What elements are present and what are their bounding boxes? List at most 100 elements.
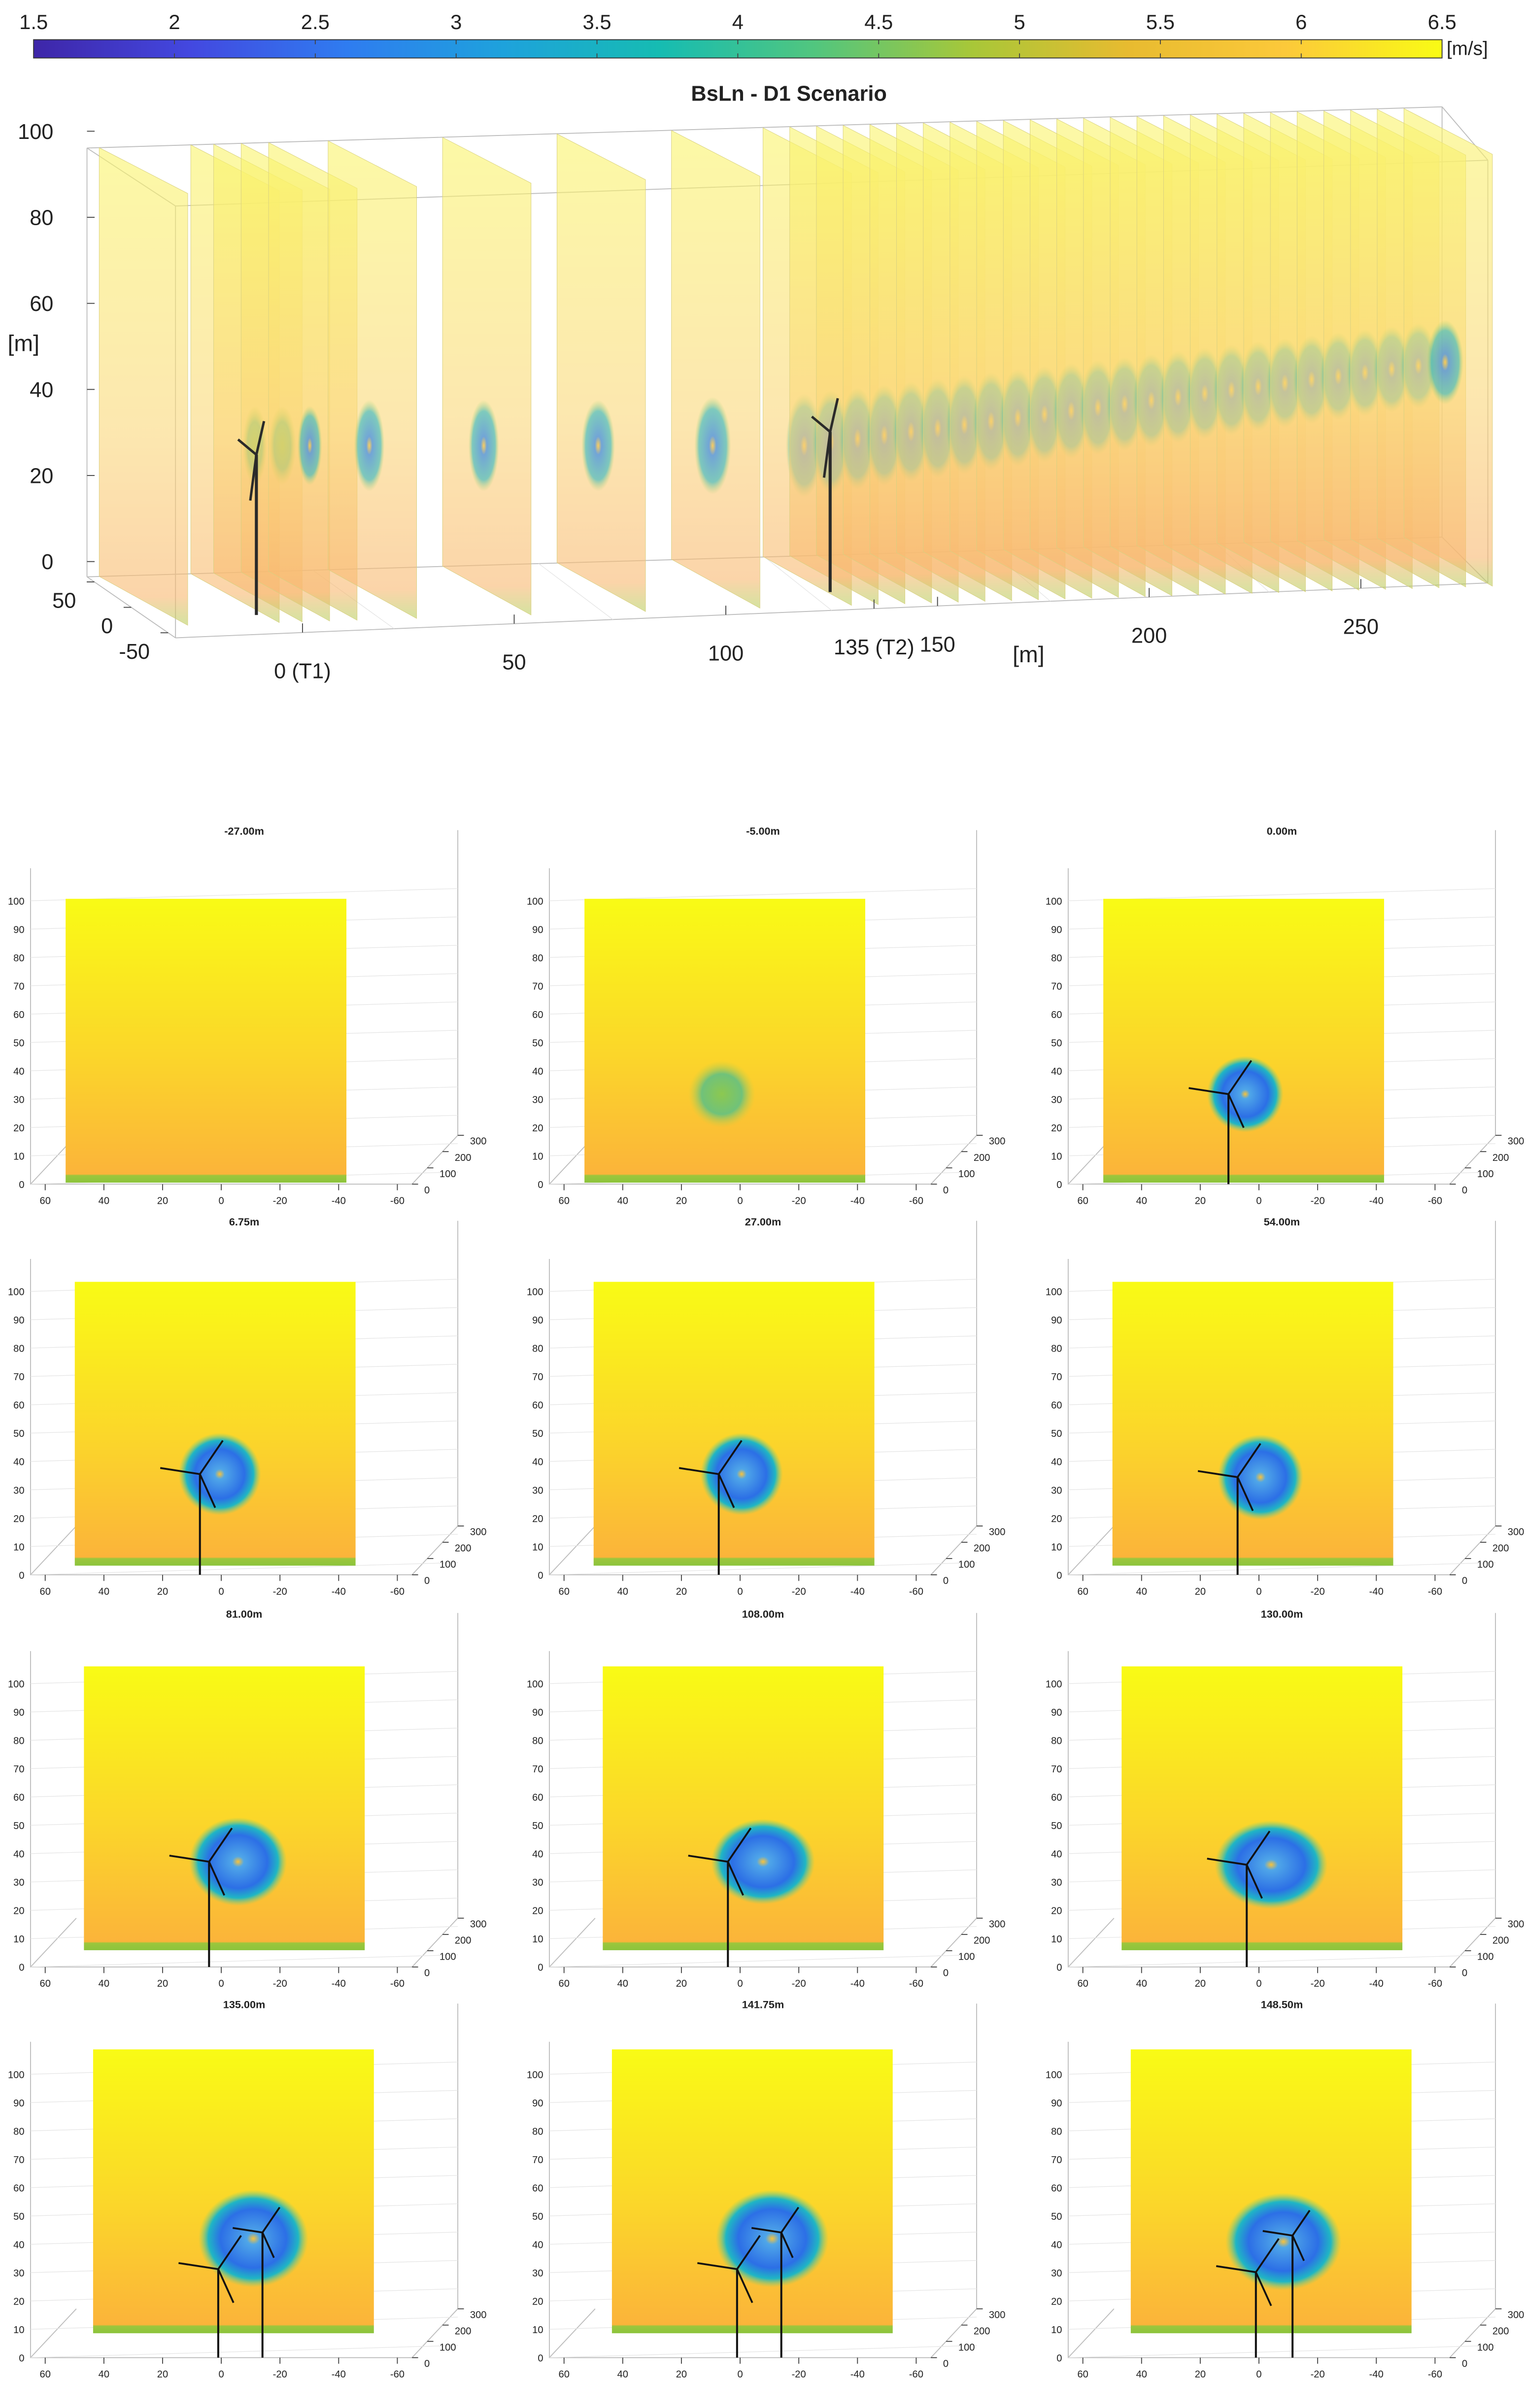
depth-tick-label: 300 (1508, 1136, 1525, 1147)
x-tick-label: -60 (909, 1978, 923, 1989)
z-tick-label: 0 (538, 2353, 543, 2364)
z-tick-label: 10 (13, 1542, 24, 1553)
z-tick-label: 70 (1051, 1372, 1062, 1383)
x-tick-label: -60 (909, 1196, 923, 1207)
velocity-slice (74, 1282, 356, 1566)
x-tick-label: 40 (99, 2369, 109, 2380)
z-tick-label: 90 (13, 1707, 24, 1718)
colorbar-tick-label: 6.5 (1428, 10, 1457, 34)
wake (297, 406, 322, 485)
x-tick-label: 20 (676, 1586, 687, 1597)
depth-tick-label: 300 (989, 1136, 1006, 1147)
x-tick-label: -20 (792, 1978, 806, 1989)
x-tick-label: 20 (157, 2369, 168, 2380)
turbine-blade (1291, 2209, 1311, 2237)
turbine-blade (822, 432, 832, 478)
x-tick-label: 60 (1077, 2369, 1088, 2380)
z-tick-label: 50 (13, 1428, 24, 1439)
grid-line (30, 2345, 458, 2358)
wake (354, 400, 385, 492)
grid-line (1068, 888, 1496, 901)
wake (468, 400, 499, 492)
x-tick-label: 40 (617, 2369, 628, 2380)
depth-tick-label: 0 (424, 1185, 430, 1196)
slice-plane (556, 134, 646, 612)
x-tick-label: 0 (218, 1196, 224, 1207)
z-tick-label: 40 (1051, 2239, 1062, 2250)
z-tick-label: 50 (13, 1038, 24, 1049)
x-tick-label: 40 (99, 1978, 109, 1989)
x-tick-label: 0 (218, 1586, 224, 1597)
z-tick-label: 90 (1051, 1315, 1062, 1326)
z-tick-label: 60 (532, 2183, 543, 2194)
z-tick-label: 100 (527, 896, 543, 907)
z-tick-label: 100 (1046, 1679, 1062, 1690)
turbine-blade (1246, 1831, 1271, 1865)
depth-tick-label: 0 (101, 614, 113, 638)
depth-tick-label: 100 (440, 2342, 456, 2353)
turbine-blade (736, 2269, 753, 2304)
turbine-blade (199, 1440, 224, 1475)
z-tick-label: 50 (13, 1821, 24, 1831)
z-tick-label: 10 (1051, 1934, 1062, 1945)
depth-tick-label: 0 (943, 1576, 949, 1587)
subplot-title: 135.00m (223, 1999, 266, 2011)
z-tick-label: 90 (532, 1315, 543, 1326)
z-tick-label: 70 (13, 1372, 24, 1383)
x-tick-label: 100 (708, 642, 744, 666)
velocity-slice (84, 1666, 365, 1950)
main-title: BsLn - D1 Scenario (691, 82, 886, 105)
z-tick-label: 10 (13, 2325, 24, 2336)
colorbar-unit: [m/s] (1447, 38, 1488, 59)
wake (1426, 320, 1464, 405)
z-tick-label: 30 (13, 1485, 24, 1496)
x-tick-label: 60 (40, 1586, 51, 1597)
x-tick-label: 0 (737, 1586, 743, 1597)
turbine-blade (178, 2262, 219, 2271)
z-tick-label: 30 (532, 1485, 543, 1496)
z-tick-label: 20 (13, 2297, 24, 2307)
x-tick-label: 40 (617, 1978, 628, 1989)
x-tick-label: 40 (1136, 1196, 1147, 1207)
floor-grid (538, 563, 613, 620)
x-tick-label: 200 (1131, 624, 1167, 648)
z-tick-label: 90 (532, 2098, 543, 2109)
z-tick-label: 0 (19, 1570, 24, 1581)
z-tick-label: 80 (532, 1736, 543, 1747)
depth-tick-label: 200 (1492, 1935, 1509, 1946)
z-tick-label: 80 (532, 2126, 543, 2137)
z-tick-label: 0 (19, 2353, 24, 2364)
z-tick-label: 10 (532, 1151, 543, 1162)
z-tick-label: 0 (538, 1180, 543, 1190)
z-tick-label: 60 (532, 1400, 543, 1411)
z-tick-label: 80 (532, 1344, 543, 1355)
turbine-blade (1236, 1477, 1254, 1511)
depth-tick-label: 300 (989, 2309, 1006, 2320)
z-tick-label: 60 (532, 1793, 543, 1803)
depth-tick-label: 200 (455, 1935, 472, 1946)
wake (700, 1433, 783, 1516)
x-tick-label: -60 (909, 1586, 923, 1597)
x-tick-label: -60 (390, 1196, 405, 1207)
z-tick-label: 70 (532, 1372, 543, 1383)
z-tick-label: 40 (13, 2239, 24, 2250)
x-tick-label: 250 (1343, 615, 1379, 639)
x-tick-label: 0 (1256, 1196, 1261, 1207)
x-tick-label: 60 (559, 1196, 570, 1207)
x-tick-label: 20 (157, 1978, 168, 1989)
z-tick-label: 80 (13, 953, 24, 964)
x-tick-label: -20 (1311, 1196, 1325, 1207)
z-tick-label: 40 (13, 1066, 24, 1077)
floor-edge (1068, 2308, 1115, 2358)
x-tick-label: 20 (1195, 1196, 1206, 1207)
z-tick-label: 40 (532, 1849, 543, 1860)
z-tick-label: 80 (13, 1344, 24, 1355)
turbine-blade (233, 2227, 263, 2234)
depth-tick-label: 300 (989, 1919, 1006, 1930)
depth-tick-label: 100 (958, 1169, 975, 1180)
z-tick-label: 30 (1051, 1094, 1062, 1105)
